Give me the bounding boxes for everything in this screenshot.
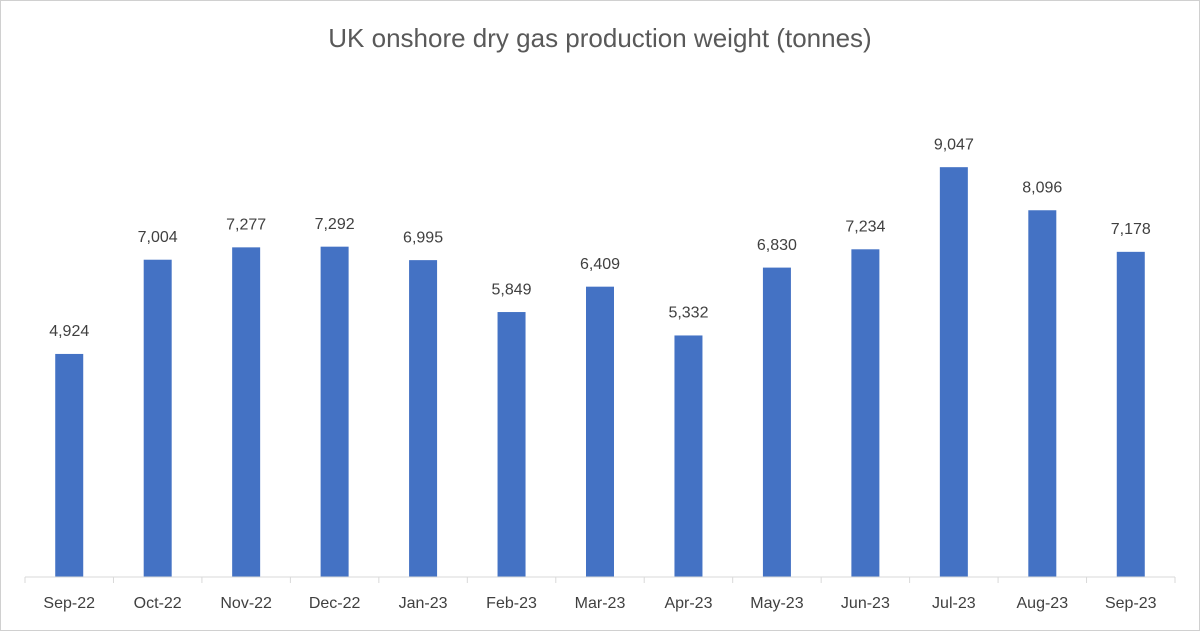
- data-label: 5,332: [668, 305, 708, 322]
- data-label: 8,096: [1022, 179, 1062, 196]
- data-label: 7,234: [845, 219, 885, 236]
- bar: [320, 246, 349, 577]
- x-tick-label: Dec-22: [309, 595, 361, 612]
- bar: [1028, 210, 1057, 577]
- x-tick-label: Oct-22: [134, 595, 182, 612]
- data-label: 9,047: [934, 136, 974, 153]
- bar: [1116, 251, 1145, 577]
- bar: [55, 353, 84, 577]
- x-tick-label: Mar-23: [575, 595, 626, 612]
- data-label: 7,178: [1111, 221, 1151, 238]
- x-tick-label: Sep-23: [1105, 595, 1157, 612]
- bar: [143, 259, 172, 577]
- data-label: 6,830: [757, 237, 797, 254]
- data-label: 7,004: [138, 229, 178, 246]
- bar: [674, 335, 703, 577]
- x-tick-label: Jun-23: [841, 595, 890, 612]
- data-label: 6,409: [580, 256, 620, 273]
- bar: [851, 249, 880, 577]
- x-tick-label: Sep-22: [43, 595, 95, 612]
- data-label: 6,995: [403, 229, 443, 246]
- data-label: 7,277: [226, 217, 266, 234]
- bar: [762, 267, 791, 577]
- x-tick-label: May-23: [750, 595, 803, 612]
- x-tick-label: Apr-23: [664, 595, 712, 612]
- x-tick-label: Jan-23: [399, 595, 448, 612]
- x-tick-label: Aug-23: [1017, 595, 1069, 612]
- data-label: 5,849: [492, 281, 532, 298]
- data-label: 7,292: [315, 216, 355, 233]
- x-tick-label: Nov-22: [220, 595, 272, 612]
- chart-title: UK onshore dry gas production weight (to…: [328, 23, 871, 53]
- bar: [497, 312, 526, 577]
- x-tick-label: Feb-23: [486, 595, 537, 612]
- bar: [939, 167, 968, 577]
- x-tick-label: Jul-23: [932, 595, 976, 612]
- data-label: 4,924: [49, 323, 89, 340]
- bar: [586, 286, 614, 577]
- bar: [232, 247, 261, 577]
- bar: [409, 260, 438, 577]
